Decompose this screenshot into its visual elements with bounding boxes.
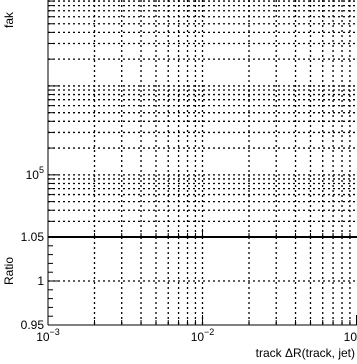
upper-y-tick-label: 105 [26, 165, 44, 182]
ratio-grid [48, 237, 357, 325]
ratio-y-axis-label: Ratio [2, 257, 16, 285]
ratio-axis-frame [47, 236, 357, 326]
upper-y-axis-label: fak [2, 11, 16, 28]
x-axis-label: track ΔR(track, jet) [256, 346, 355, 360]
ratio-y-tick-labels: 1.05 1 0.95 [21, 230, 45, 332]
x-tick-label: 10 [344, 330, 357, 344]
upper-grid [48, 0, 357, 237]
upper-y-tick-labels: 105 [26, 165, 44, 182]
ratio-panel: 1.05 1 0.95 10−3 10−2 10 Ratio track ΔR(trac… [2, 230, 357, 360]
ratio-x-tick-labels: 10−3 10−2 10 [36, 327, 357, 344]
x-tick-label: 10−3 [36, 327, 60, 344]
upper-panel: 105 fak [2, 0, 357, 238]
ratio-y-tick-label: 1.05 [21, 230, 45, 244]
ratio-y-tick-label: 1 [37, 274, 44, 288]
x-tick-label: 10−2 [191, 327, 215, 344]
ratio-y-tick-label: 0.95 [21, 318, 45, 332]
